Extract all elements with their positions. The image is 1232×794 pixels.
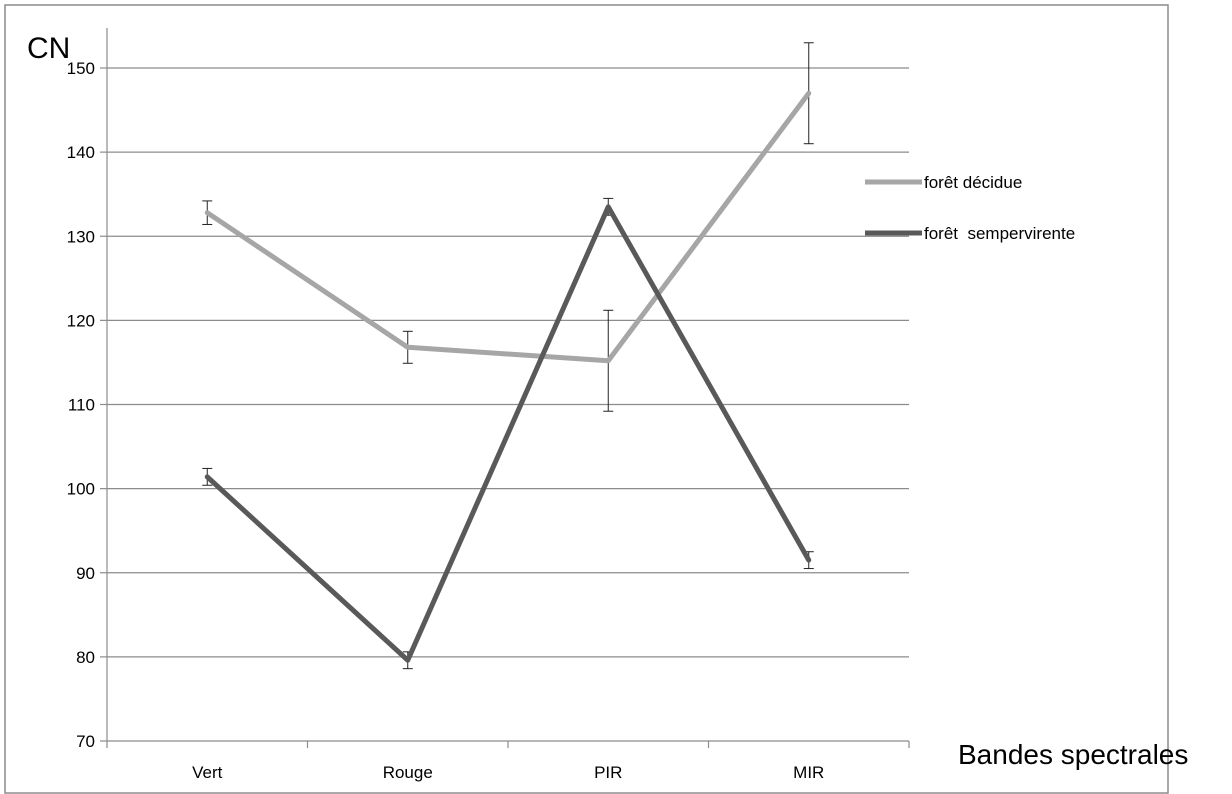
y-tick-label: 110 [68,396,95,415]
chart-border [4,4,1169,794]
x-tick-label: MIR [793,763,824,782]
y-axis-title: CN [27,32,70,65]
x-axis-title: Bandes spectrales [958,739,1188,770]
y-tick-labels: 70 80 90 100 110 120 130 140 150 [67,59,95,751]
gridlines [107,67,909,658]
y-tick-label: 130 [67,227,95,246]
y-tick-label: 140 [67,143,95,162]
y-tick-label: 70 [76,732,95,751]
x-tick-label: PIR [594,763,622,782]
legend-label: forêt décidue [924,173,1022,192]
x-tick-labels: Vert Rouge PIR MIR [192,763,824,782]
series-line [204,90,812,364]
y-tick-label: 150 [67,59,95,78]
x-tick-label: Rouge [383,763,433,782]
legend-label: forêt sempervirente [924,224,1075,243]
legend: forêt décidue forêt sempervirente [865,173,1075,243]
y-tick-label: 120 [67,311,95,330]
y-tick-label: 80 [76,648,95,667]
x-tick-label: Vert [192,763,223,782]
series-line [204,204,812,663]
series-lines [204,90,812,663]
y-tick-label: 100 [67,480,95,499]
axes [100,28,910,748]
y-tick-label: 90 [76,564,95,583]
